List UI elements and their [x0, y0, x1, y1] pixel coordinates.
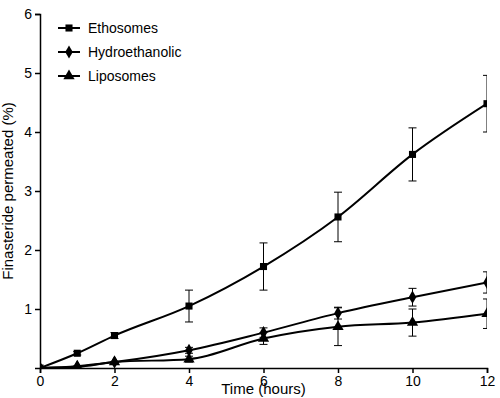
legend-marker — [65, 24, 72, 31]
legend-marker — [63, 69, 74, 79]
marker — [332, 320, 343, 330]
y-tick-label: 3 — [24, 183, 32, 199]
y-tick: 2 — [24, 242, 40, 258]
line — [40, 282, 487, 368]
error-bar-cap — [334, 192, 342, 193]
y-tick-label: 5 — [24, 65, 32, 81]
x-tick-label: 4 — [186, 373, 194, 389]
y-tick: 5 — [24, 65, 40, 81]
error-bar — [409, 288, 417, 306]
y-tick: 6 — [24, 6, 40, 22]
error-bar — [334, 192, 342, 242]
y-tick-label: 4 — [24, 124, 32, 140]
y-tick-mark — [35, 309, 40, 311]
y-tick-mark — [35, 191, 40, 193]
error-bar-cap — [334, 307, 342, 308]
marker — [183, 353, 194, 363]
error-bar-cap — [260, 290, 268, 291]
error-bar-cap — [483, 293, 487, 294]
marker — [409, 291, 417, 304]
chart: 024681012123456EthosomesHydroethanolicLi… — [0, 0, 500, 398]
y-tick-mark — [35, 14, 40, 16]
marker — [185, 303, 192, 310]
y-tick: 1 — [24, 301, 40, 317]
line — [40, 314, 487, 368]
legend-item: Ethosomes — [58, 20, 158, 36]
error-bar-cap — [185, 290, 193, 291]
x-tick-label: 10 — [405, 373, 421, 389]
marker — [334, 213, 341, 220]
x-tick-label: 12 — [480, 373, 496, 389]
error-bar-cap — [409, 288, 417, 289]
error-bar — [185, 290, 193, 322]
marker — [40, 361, 46, 368]
error-bar — [409, 128, 417, 181]
legend-item: Liposomes — [58, 68, 156, 84]
marker — [111, 332, 118, 339]
y-axis-title: Finasteride permeated (%) — [0, 102, 16, 280]
error-bar-cap — [185, 321, 193, 322]
error-bar-cap — [483, 298, 487, 299]
x-tick-label: 0 — [37, 373, 45, 389]
x-tick: 12 — [480, 368, 496, 389]
legend-marker — [65, 45, 73, 58]
line — [40, 104, 487, 368]
marker — [409, 151, 416, 158]
marker — [109, 356, 120, 366]
y-tick-mark — [35, 250, 40, 252]
y-axis-line — [35, 15, 41, 369]
error-bar-cap — [409, 306, 417, 307]
series — [40, 299, 487, 368]
error-bar-cap — [483, 328, 487, 329]
marker — [407, 316, 418, 326]
marker — [483, 100, 487, 107]
error-bar — [483, 272, 487, 293]
error-bar-cap — [260, 242, 268, 243]
marker — [72, 360, 83, 368]
y-tick-mark — [35, 132, 40, 134]
x-tick: 2 — [111, 368, 119, 389]
x-axis-title: Time (hours) — [221, 380, 305, 397]
plot: 024681012123456EthosomesHydroethanolicLi… — [24, 6, 495, 389]
error-bar-cap — [483, 75, 487, 76]
y-tick: 3 — [24, 183, 40, 199]
error-bar-cap — [483, 271, 487, 272]
marker — [481, 307, 487, 317]
legend-label: Hydroethanolic — [88, 44, 181, 60]
marker — [483, 276, 487, 289]
error-bar — [260, 243, 268, 290]
error-bar-cap — [334, 345, 342, 346]
x-tick: 8 — [335, 368, 343, 389]
marker — [74, 350, 81, 357]
series — [40, 272, 487, 368]
y-tick-mark — [35, 73, 40, 75]
x-tick: 10 — [405, 368, 421, 389]
marker — [260, 263, 267, 270]
error-bar-cap — [409, 309, 417, 310]
y-tick-label: 1 — [24, 301, 32, 317]
error-bar-cap — [409, 336, 417, 337]
error-bar-cap — [409, 127, 417, 128]
y-tick-label: 2 — [24, 242, 32, 258]
y-tick: 4 — [24, 124, 40, 140]
legend: Ethosomes Hydroethanolic Liposomes — [58, 20, 181, 84]
error-bar — [483, 75, 487, 132]
series — [40, 75, 487, 368]
error-bar-cap — [483, 132, 487, 133]
error-bar-cap — [334, 241, 342, 242]
x-tick: 0 — [37, 368, 45, 389]
marks — [40, 75, 487, 368]
x-tick-label: 2 — [111, 373, 119, 389]
legend-label: Liposomes — [88, 68, 156, 84]
legend-label: Ethosomes — [88, 20, 158, 36]
error-bar — [111, 333, 119, 339]
y-tick-label: 6 — [24, 6, 32, 22]
x-tick: 4 — [186, 368, 194, 389]
legend-item: Hydroethanolic — [58, 44, 181, 60]
marker — [258, 332, 269, 342]
y-axis: 1 2 3 4 5 6 — [24, 6, 40, 369]
error-bar-cap — [260, 344, 268, 345]
error-bar-cap — [409, 180, 417, 181]
x-tick-label: 8 — [335, 373, 343, 389]
